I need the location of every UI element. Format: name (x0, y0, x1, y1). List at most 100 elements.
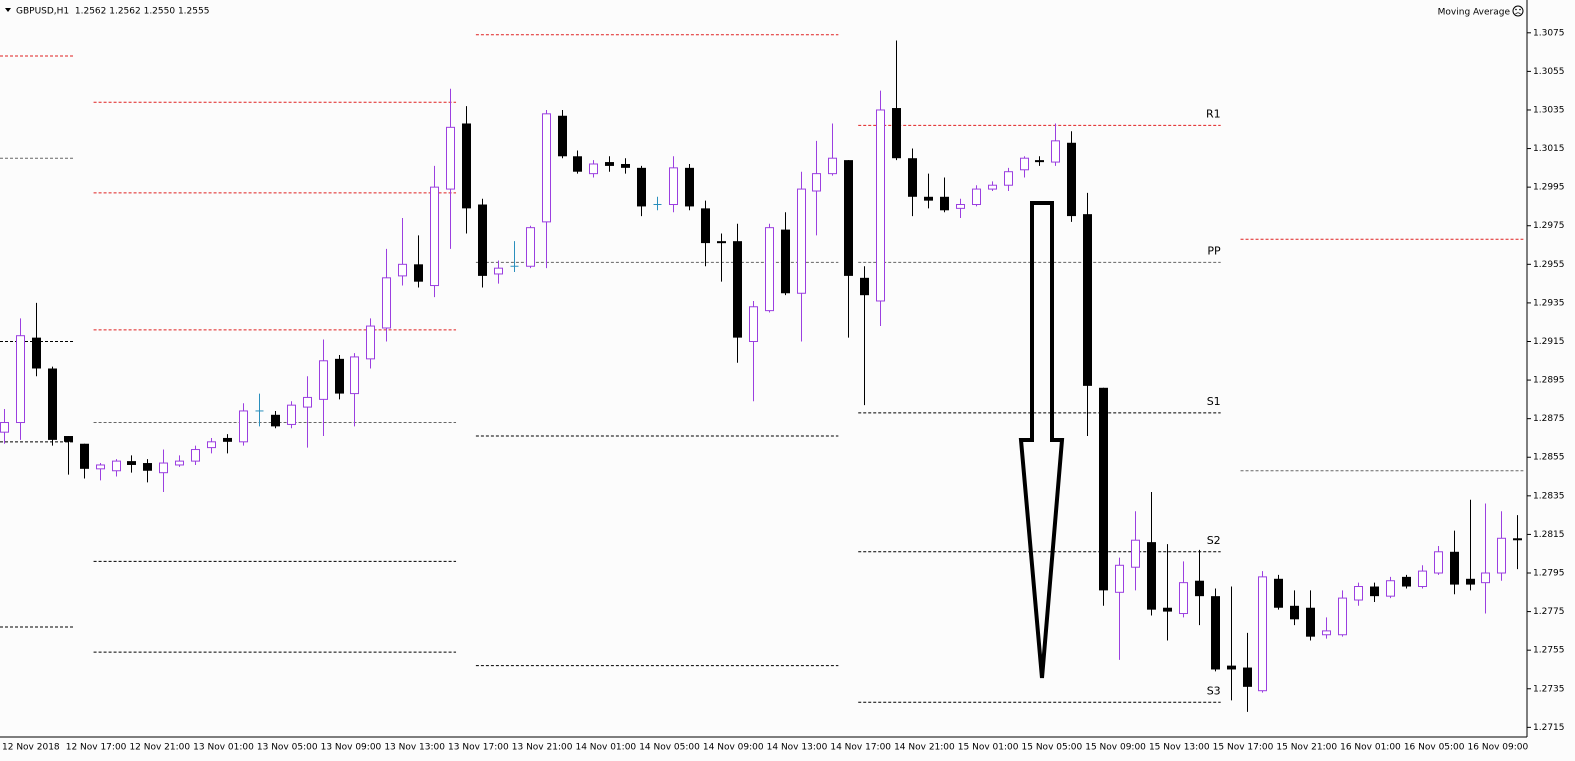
y-tick-label: 1.2755 (1533, 646, 1565, 656)
y-tick-label: 1.3035 (1533, 105, 1565, 115)
y-tick-label: 1.2735 (1533, 684, 1565, 694)
plot: 1.2715 1.2735 1.2755 1.2775 1.2795 1.2815 1.28… (0, 28, 1565, 753)
candle-body-up (1418, 570, 1427, 588)
candle-body-up (972, 188, 981, 206)
x-tick-label: 16 Nov 05:00 (1404, 743, 1465, 753)
candle-body-down (860, 277, 869, 296)
y-tick-label: 1.2875 (1533, 414, 1565, 424)
candle-body-down (924, 196, 933, 201)
candle-body-down (1306, 607, 1315, 637)
candle-body-up (1004, 171, 1013, 186)
menu-arrow[interactable] (5, 8, 11, 12)
candle-body-up (1322, 630, 1331, 636)
candle-body-up (1020, 157, 1029, 171)
candle-body-down (717, 241, 726, 244)
y-tick-label: 1.2995 (1533, 183, 1565, 193)
candle-body-up (494, 267, 503, 275)
x-tick-label: 13 Nov 01:00 (193, 743, 254, 753)
indicator-icon[interactable] (1512, 5, 1524, 17)
candle-body-down (127, 461, 136, 465)
x-tick-label: 16 Nov 09:00 (1468, 743, 1529, 753)
y-tick-label: 1.3055 (1533, 67, 1565, 77)
icon-eye (1519, 8, 1521, 11)
y-tick-label: 1.2935 (1533, 298, 1565, 308)
y-tick-label: 1.3075 (1533, 28, 1565, 38)
candle-body-up (350, 356, 359, 395)
y-tick-label: 1.3015 (1533, 144, 1565, 154)
pivot-label: S3 (1207, 684, 1221, 697)
candle-body-down (940, 196, 949, 211)
candle-body-down (685, 167, 694, 207)
candle-body-down (733, 241, 742, 338)
candle-body-up (1258, 576, 1267, 692)
x-tick-label: 14 Nov 13:00 (767, 743, 828, 753)
candle-body-down (1099, 387, 1108, 591)
candle-body-up (175, 460, 184, 466)
candle-body-up (398, 263, 407, 277)
chart-title: GBPUSD,H1 1.2562 1.2562 1.2550 1.2555 (16, 7, 209, 17)
x-tick-label: 13 Nov 09:00 (321, 743, 382, 753)
candle-body-up (1179, 582, 1188, 615)
candle-body-down (1147, 542, 1156, 610)
candle-body-up (382, 277, 391, 329)
candle-body-up (1131, 539, 1140, 568)
x-tick-label: 12 Nov 2018 (2, 743, 60, 753)
x-tick-label: 15 Nov 13:00 (1149, 743, 1210, 753)
x-tick-label: 13 Nov 21:00 (512, 743, 573, 753)
candle-body-down (1067, 142, 1076, 217)
candle-body-up (96, 464, 105, 470)
candle-body-up (797, 188, 806, 294)
candle-body-down (462, 123, 471, 209)
candle-body-up (191, 449, 200, 462)
candle-body-up (430, 186, 439, 287)
candle-body-down (1450, 551, 1459, 585)
y-tick-label: 1.2775 (1533, 607, 1565, 617)
candle-body-down (781, 229, 790, 294)
x-tick-label: 14 Nov 17:00 (830, 743, 891, 753)
candle-body-down (621, 163, 630, 168)
candle-body-up (16, 335, 25, 424)
candle-body-down (48, 368, 57, 440)
x-tick-label: 16 Nov 01:00 (1340, 743, 1401, 753)
icon-mouth (1515, 12, 1521, 15)
candle-body-down (1513, 538, 1522, 541)
candle-body-down (32, 337, 41, 369)
y-tick-label: 1.2955 (1533, 260, 1565, 270)
x-tick-label: 13 Nov 17:00 (448, 743, 509, 753)
candle-body-up (1386, 580, 1395, 597)
candle-body-down (908, 158, 917, 197)
candle-body-down (1290, 605, 1299, 620)
candle-body-down (271, 414, 280, 427)
candle-body-down (1402, 576, 1411, 587)
candle-body-down (64, 436, 73, 442)
candle-body-up (112, 460, 121, 472)
candle-body-down (558, 115, 567, 157)
pivot-label: S2 (1207, 534, 1221, 547)
candle-body-down (335, 358, 344, 394)
candle-body-up (303, 396, 312, 408)
candle-body-up (207, 441, 216, 449)
y-tick-label: 1.2975 (1533, 221, 1565, 231)
x-tick-label: 15 Nov 05:00 (1022, 743, 1083, 753)
candle-body-up (1434, 551, 1443, 574)
candle-body-down (605, 162, 614, 166)
candle-body-down (1195, 580, 1204, 597)
x-tick-label: 13 Nov 05:00 (257, 743, 318, 753)
x-tick-label: 13 Nov 13:00 (384, 743, 445, 753)
candle-body-up (319, 360, 328, 400)
candle-body-down (892, 108, 901, 159)
candle-body-up (1051, 140, 1060, 163)
y-tick-label: 1.2795 (1533, 569, 1565, 579)
candle-body-up (542, 113, 551, 223)
candle-body-up (366, 325, 375, 360)
candle-body-up (828, 157, 837, 175)
candle-body-down (701, 208, 710, 244)
candle-body-up (287, 404, 296, 425)
candle-body-down (1035, 160, 1044, 163)
x-tick-label: 14 Nov 01:00 (575, 743, 636, 753)
x-tick-label: 15 Nov 17:00 (1213, 743, 1274, 753)
candle-body-down (637, 167, 646, 207)
icon-circle (1512, 5, 1524, 17)
indicator-name: Moving Average (1438, 8, 1511, 18)
